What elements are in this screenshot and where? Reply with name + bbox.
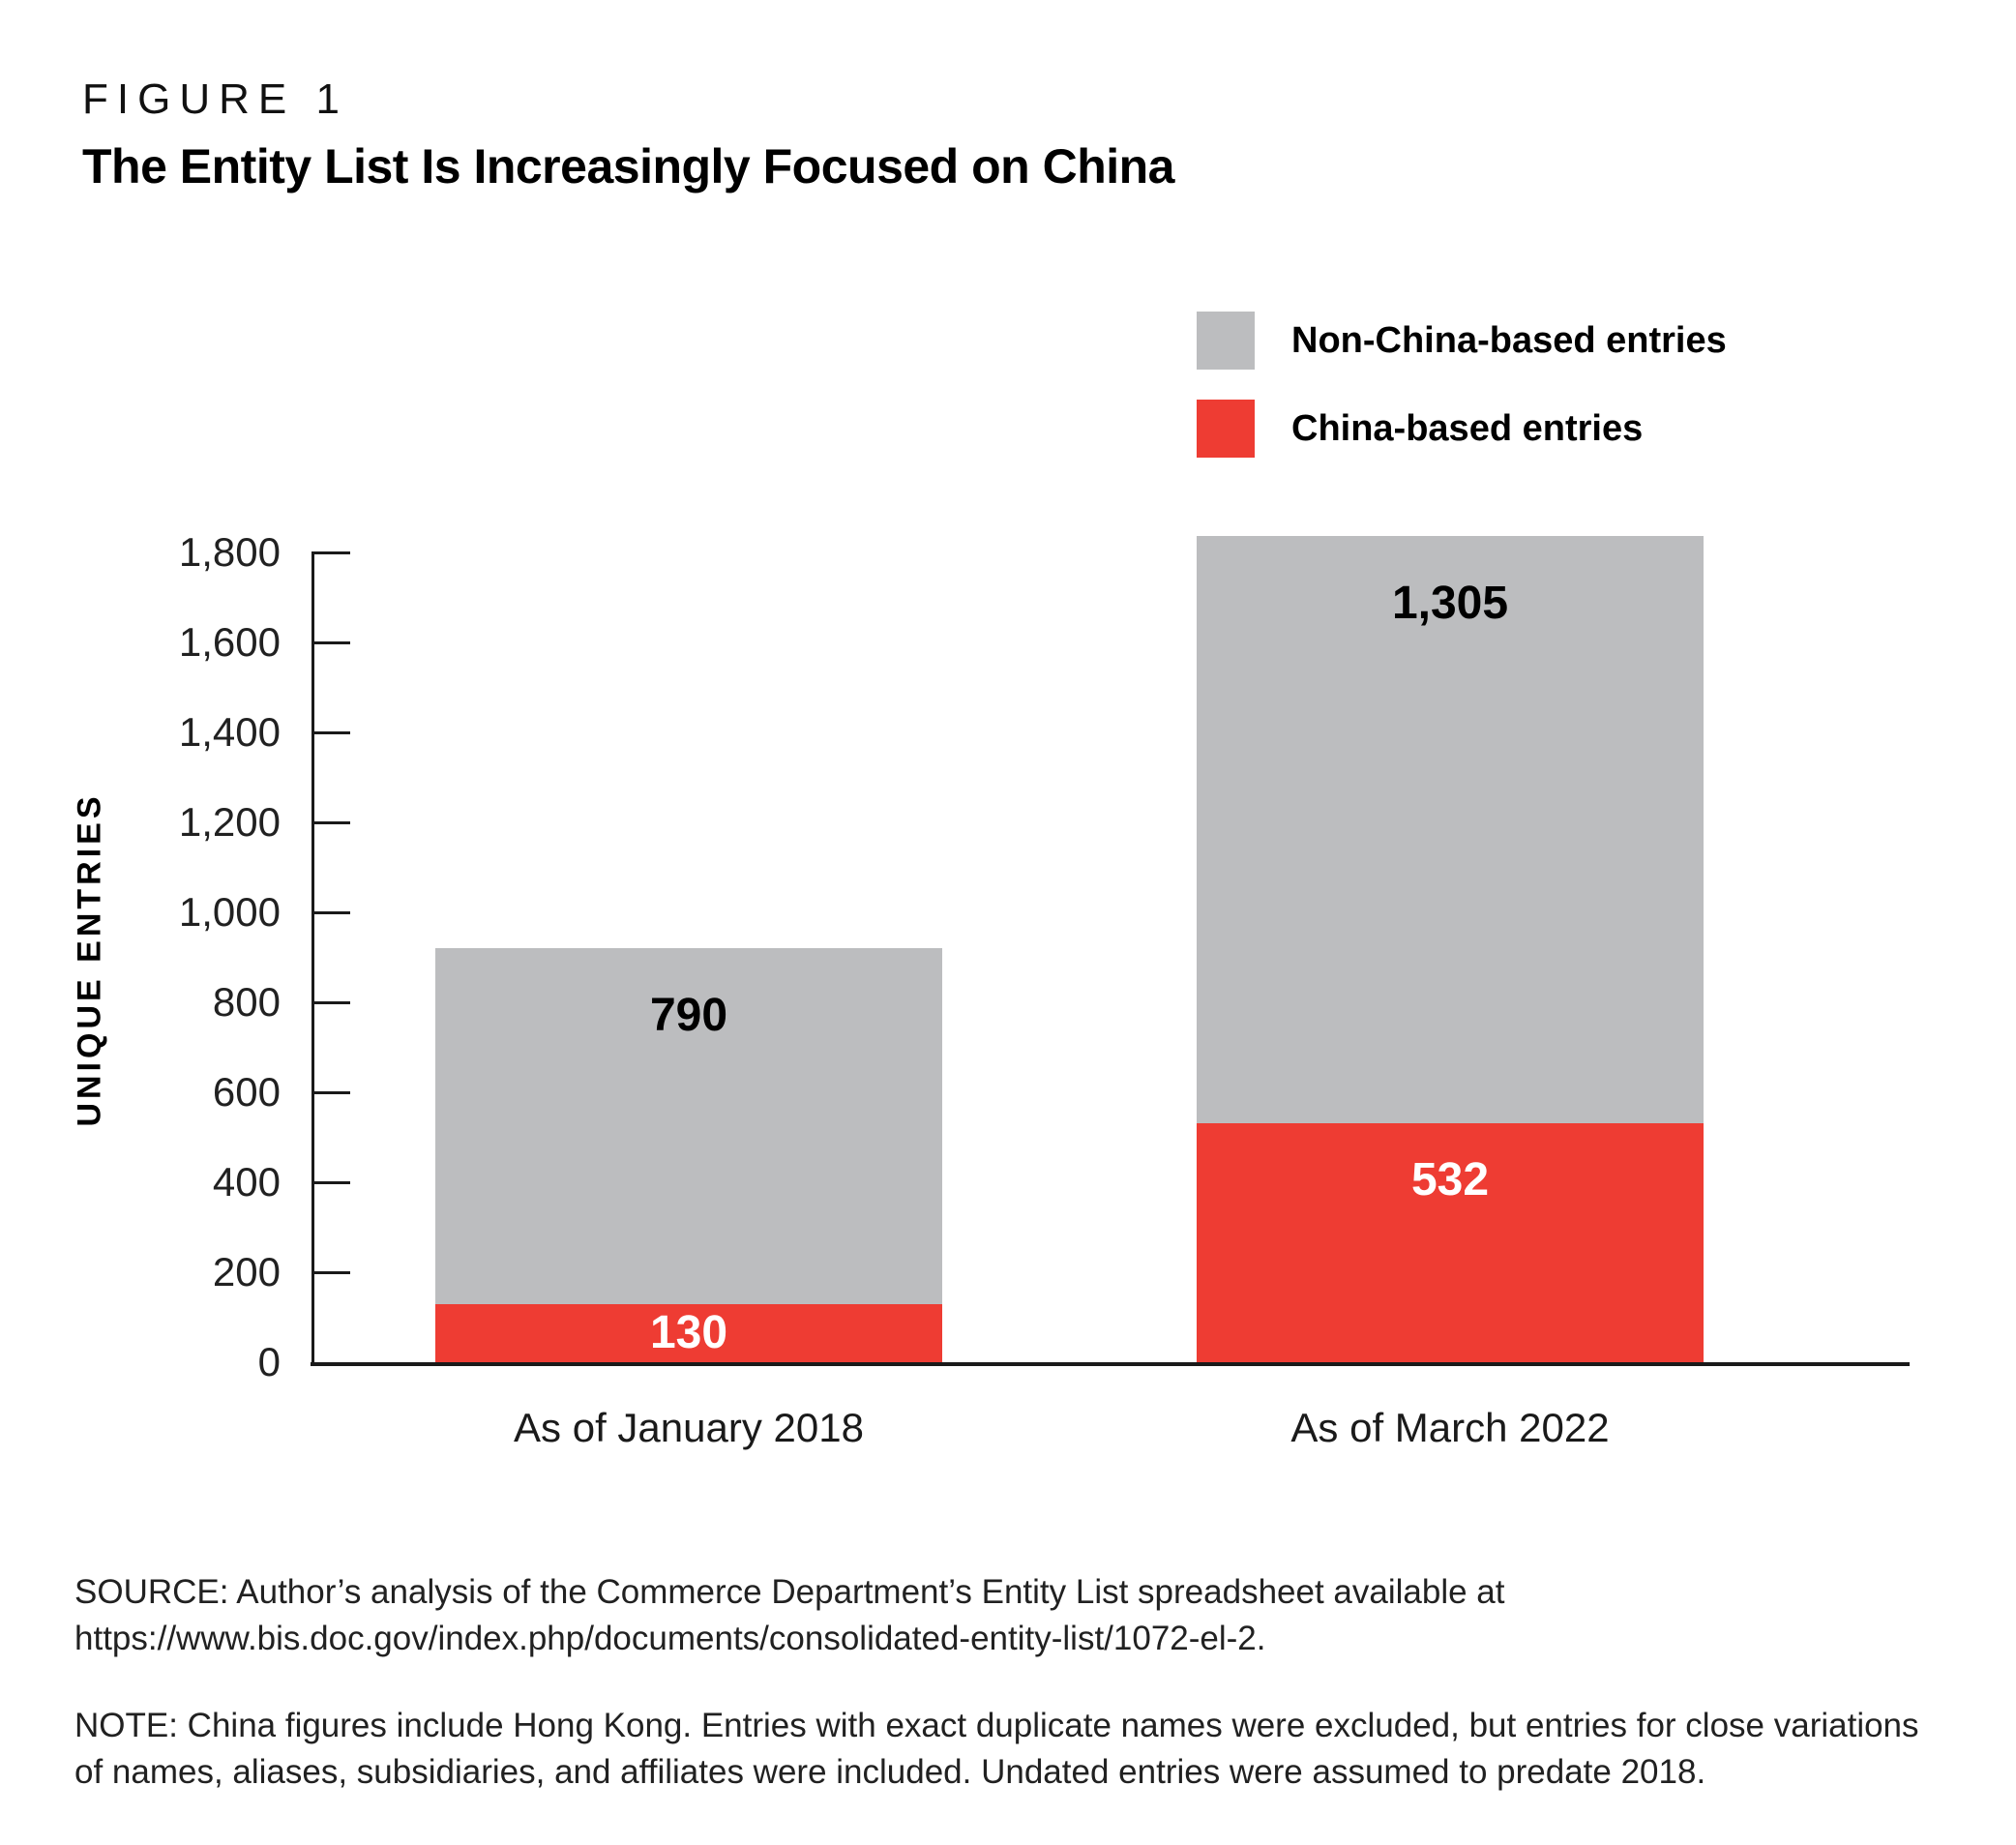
note-text: NOTE: China figures include Hong Kong. E… (74, 1703, 1971, 1796)
legend-label-non-china: Non-China-based entries (1291, 319, 1727, 361)
value-label-130: 130 (649, 1306, 728, 1358)
y-tick-label-200: 200 (212, 1249, 281, 1294)
bar-segment-non-china-2: 1,305 (1197, 535, 1704, 1123)
y-tick-line-1,000 (311, 910, 350, 914)
value-label-532: 532 (1410, 1153, 1490, 1205)
y-tick-label-1,200: 1,200 (178, 799, 281, 845)
source-line-2: https://www.bis.doc.gov/index.php/docume… (74, 1620, 1266, 1657)
note-line-2: of names, aliases, subsidiaries, and aff… (74, 1753, 1706, 1791)
y-tick-label-1,000: 1,000 (178, 889, 281, 935)
source-text: SOURCE: Author’s analysis of the Commerc… (74, 1569, 1961, 1662)
y-tick-label-600: 600 (212, 1069, 281, 1115)
y-tick-label-800: 800 (212, 979, 281, 1025)
y-tick-line-800 (311, 1000, 350, 1004)
legend-swatch-non-china (1197, 312, 1255, 370)
value-label-1,305: 1,305 (1391, 577, 1509, 629)
bar-segment-china-1: 130 (435, 1303, 942, 1362)
x-axis-line (311, 1362, 1910, 1366)
y-tick-line-1,400 (311, 730, 350, 734)
legend-item-non-china: Non-China-based entries (1197, 312, 1727, 370)
y-tick-label-1,800: 1,800 (178, 529, 281, 575)
legend-swatch-china (1197, 400, 1255, 458)
y-tick-line-600 (311, 1090, 350, 1094)
y-tick-label-1,600: 1,600 (178, 619, 281, 665)
y-tick-label-400: 400 (212, 1159, 281, 1205)
source-line-1: SOURCE: Author’s analysis of the Commerc… (74, 1573, 1505, 1611)
legend-item-china: China-based entries (1197, 400, 1643, 458)
y-tick-label-1,400: 1,400 (178, 709, 281, 755)
y-tick-label-0: 0 (257, 1339, 281, 1384)
bar-segment-non-china-1: 790 (435, 948, 942, 1304)
page-title: The Entity List Is Increasingly Focused … (82, 139, 1174, 193)
y-tick-line-400 (311, 1180, 350, 1184)
y-tick-line-1,600 (311, 640, 350, 644)
note-line-1: NOTE: China figures include Hong Kong. E… (74, 1707, 1919, 1744)
legend-label-china: China-based entries (1291, 407, 1644, 449)
y-tick-line-1,200 (311, 820, 350, 824)
value-label-790: 790 (649, 990, 728, 1042)
y-tick-line-200 (311, 1270, 350, 1274)
y-tick-line-1,800 (311, 551, 350, 554)
category-label-2: As of March 2022 (1290, 1405, 1610, 1450)
bar-segment-china-2: 532 (1197, 1122, 1704, 1362)
category-label-1: As of January 2018 (514, 1405, 864, 1450)
figure-label: FIGURE 1 (82, 75, 348, 123)
y-axis-line (311, 552, 314, 1362)
